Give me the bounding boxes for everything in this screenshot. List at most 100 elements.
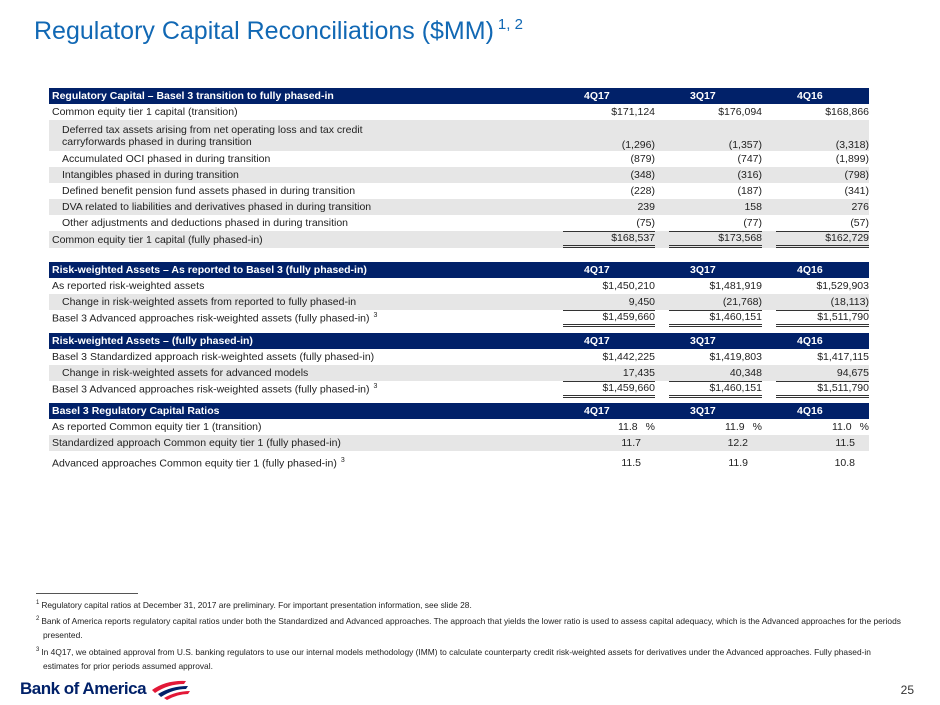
cell: Other adjustments and deductions phased … — [62, 217, 349, 229]
text: 11.9 — [724, 421, 745, 433]
text: $1,511,790 — [776, 310, 869, 327]
row: Risk-weighted Assets – As reported to Ba… — [49, 262, 869, 278]
tbody: Regulatory Capital – Basel 3 transition … — [49, 88, 869, 248]
header-cell: Risk-weighted Assets – (fully phased-in) — [49, 333, 549, 349]
text: Bank of America reports regulatory capit… — [41, 616, 901, 641]
header-cell: 4Q17 — [549, 88, 655, 104]
cell: 9,450 — [549, 294, 655, 310]
path — [158, 686, 189, 697]
cell: As reported risk-weighted assets — [52, 280, 205, 292]
table: Risk-weighted Assets – As reported to Ba… — [49, 262, 869, 327]
cell: 10.8 — [834, 457, 855, 469]
cell: (187) — [737, 185, 762, 197]
row: Risk-weighted Assets – (fully phased-in)… — [49, 333, 869, 349]
cell: As reported Common equity tier 1 (transi… — [52, 421, 262, 433]
cell: (747) — [737, 153, 762, 165]
row: DVA related to liabilities and derivativ… — [49, 199, 869, 215]
table: Regulatory Capital – Basel 3 transition … — [49, 88, 869, 248]
cell: 11.0% — [762, 419, 869, 435]
text: Regulatory capital ratios at December 31… — [41, 599, 472, 610]
header-cell: 3Q17 — [655, 262, 762, 278]
cell: (316) — [655, 167, 762, 183]
header-cell: 3Q17 — [655, 88, 762, 104]
cell: (3,318) — [762, 120, 869, 151]
footnotes: 1 Regulatory capital ratios at December 3… — [36, 596, 908, 673]
cell: Accumulated OCI phased in during transit… — [62, 153, 271, 165]
cell: $168,866 — [825, 106, 869, 118]
row: Standardized approach Common equity tier… — [49, 435, 869, 451]
superscript: 3 — [373, 383, 378, 391]
cell: Change in risk-weighted assets for advan… — [49, 365, 549, 381]
cell: (879) — [630, 153, 655, 165]
text: Advanced approaches Common equity tier 1… — [52, 457, 337, 470]
cell: $162,729 — [762, 231, 869, 248]
row: Change in risk-weighted assets for advan… — [49, 365, 869, 381]
text: Basel 3 Advanced approaches risk-weighte… — [52, 383, 370, 396]
text: Regulatory Capital Reconciliations ($MM) — [34, 17, 494, 45]
cell: $176,094 — [718, 106, 762, 118]
text: $173,568 — [669, 231, 762, 248]
text: % — [645, 421, 655, 433]
cell: 239 — [549, 199, 655, 215]
row: Other adjustments and deductions phased … — [49, 215, 869, 231]
text: Bank of America — [20, 679, 147, 698]
cell: (18,113) — [762, 294, 869, 310]
cell: Basel 3 Standardized approach risk-weigh… — [52, 351, 375, 363]
header-cell: 4Q16 — [762, 88, 869, 104]
cell: 11.7 — [549, 435, 655, 451]
header-cell: 3Q17 — [655, 333, 762, 349]
text: $1,511,790 — [776, 381, 869, 398]
cell: (1,899) — [835, 153, 869, 165]
text: $1,459,660 — [563, 310, 655, 327]
cell: Standardized approach Common equity tier… — [49, 435, 549, 451]
row: As reported Common equity tier 1 (transi… — [49, 419, 869, 435]
cell: Basel 3 Advanced approaches risk-weighte… — [49, 381, 549, 398]
header-cell: 4Q16 — [762, 262, 869, 278]
cell: Deferred tax assets arising from net ope… — [49, 120, 549, 151]
header-cell: 3Q17 — [655, 403, 762, 419]
superscript: 3 — [340, 456, 345, 464]
text: Basel 3 Advanced approaches risk-weighte… — [52, 312, 370, 325]
text: $1,459,660 — [563, 381, 655, 398]
row: Deferred tax assets arising from net ope… — [49, 120, 869, 151]
tbody: Risk-weighted Assets – As reported to Ba… — [49, 262, 869, 327]
cell: 276 — [762, 199, 869, 215]
text: % — [859, 421, 869, 433]
page-number: 25 — [900, 683, 914, 697]
cell: 11.8% — [549, 419, 655, 435]
row: Regulatory Capital – Basel 3 transition … — [49, 88, 869, 104]
header-cell: Risk-weighted Assets – As reported to Ba… — [49, 262, 549, 278]
cell: $171,124 — [611, 106, 655, 118]
text: 11.0 — [831, 421, 852, 433]
cell: (1,357) — [655, 120, 762, 151]
row: Basel 3 Regulatory Capital Ratios 4Q17 3Q1… — [49, 403, 869, 419]
text: $168,537 — [563, 231, 655, 248]
text: 1 Regulatory capital ratios at December 3… — [36, 596, 908, 612]
cell: 158 — [655, 199, 762, 215]
text: % — [752, 421, 762, 433]
text: Deferred tax assets arising from net ope… — [62, 123, 363, 136]
cell: (57) — [850, 217, 869, 229]
header-cell: 4Q17 — [549, 403, 655, 419]
superscript: 1 — [36, 600, 40, 606]
row: Basel 3 Advanced approaches risk-weighte… — [49, 381, 869, 398]
cell: Basel 3 Advanced approaches risk-weighte… — [49, 310, 549, 327]
logo: Bank of America — [20, 678, 192, 700]
logo-flag — [152, 680, 191, 700]
text: $1,460,151 — [669, 381, 762, 398]
cell: $1,511,790 — [762, 310, 869, 327]
cell: (1,296) — [549, 120, 655, 151]
cell: $1,419,803 — [709, 351, 762, 363]
cell: $1,442,225 — [602, 351, 655, 363]
row: Change in risk-weighted assets from repo… — [49, 294, 869, 310]
cell: $168,537 — [549, 231, 655, 248]
footnote-separator — [36, 593, 138, 594]
path — [164, 691, 191, 700]
title: Regulatory Capital Reconciliations ($MM)… — [34, 16, 523, 46]
cell: DVA related to liabilities and derivativ… — [49, 199, 549, 215]
cell: 17,435 — [549, 365, 655, 381]
cell: (798) — [762, 167, 869, 183]
row: Intangibles phased in during transition(… — [49, 167, 869, 183]
text: carryforwards phased in during transitio… — [62, 135, 252, 148]
